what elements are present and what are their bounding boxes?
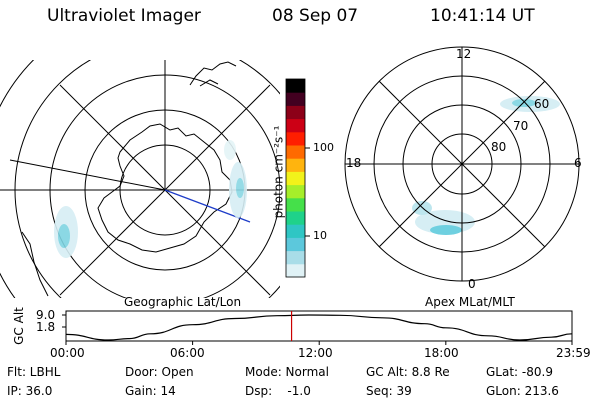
aurora-emission	[412, 96, 560, 235]
mlt-label-dusk: 18	[346, 156, 362, 170]
glat-readout: GLat: -80.9	[486, 365, 553, 379]
colorbar-tick-label: 100	[313, 141, 334, 154]
altitude-line	[65, 314, 573, 341]
instrument-title: Ultraviolet Imager	[47, 6, 201, 26]
colorbar-segment	[286, 79, 305, 93]
colorbar-segment	[286, 105, 305, 120]
x-tick-label: 23:59	[556, 346, 591, 360]
coastline	[21, 231, 49, 297]
gc-alt-readout: GC Alt: 8.8 Re	[366, 365, 450, 379]
meridian-line	[9, 159, 166, 191]
seq-readout: Seq: 39	[366, 384, 412, 398]
meridian-line	[59, 84, 166, 191]
door-readout: Door: Open	[125, 365, 194, 379]
colorbar-segment	[286, 211, 305, 225]
altitude-plot	[62, 310, 573, 345]
colorbar-segment	[286, 131, 305, 146]
right-panel-caption: Apex MLat/MLT	[425, 295, 515, 309]
glon-readout: GLon: 213.6	[486, 384, 559, 398]
colorbar-segment	[286, 224, 305, 238]
aurora-emission	[54, 140, 247, 258]
colorbar	[285, 78, 310, 278]
colorbar-unit-label: photon cm⁻²s⁻¹	[271, 125, 286, 219]
mlat-mlt-dial	[344, 46, 580, 282]
colorbar-segment	[286, 118, 305, 133]
filter-readout: Flt: LBHL	[7, 365, 61, 379]
x-tick-label: 06:00	[170, 346, 205, 360]
gain-readout: Gain: 14	[125, 384, 176, 398]
mlat-label: 60	[534, 97, 550, 111]
meridian-line	[59, 189, 166, 296]
date-label: 08 Sep 07	[272, 6, 359, 26]
colorbar-segment	[286, 263, 305, 278]
x-tick-label: 00:00	[50, 346, 85, 360]
y-axis-label: GC Alt	[11, 307, 26, 345]
mlt-label-noon: 12	[456, 47, 472, 61]
meridian-line	[164, 84, 271, 191]
colorbar-segment	[286, 250, 305, 265]
coastline	[189, 61, 237, 87]
y-tick-label: 9.0	[36, 308, 56, 322]
geographic-map	[0, 60, 280, 298]
left-panel-caption: Geographic Lat/Lon	[124, 295, 242, 309]
colorbar-segment	[286, 158, 305, 172]
dsp-readout: Dsp: -1.0	[245, 384, 311, 398]
y-tick-label: 1.8	[36, 320, 56, 334]
colorbar-segment	[286, 237, 305, 252]
mlt-line	[378, 80, 546, 248]
antarctica-coastline	[97, 123, 233, 253]
colorbar-segment	[286, 145, 305, 159]
meridian-line	[164, 189, 271, 296]
mlat-label: 80	[491, 140, 507, 154]
ip-readout: IP: 36.0	[7, 384, 53, 398]
colorbar-segment	[286, 171, 305, 186]
colorbar-segment	[286, 197, 305, 212]
mlt-label-dawn: 6	[574, 156, 582, 170]
colorbar-tick-label: 10	[313, 229, 327, 242]
colorbar-segment	[286, 92, 305, 106]
x-tick-label: 12:00	[298, 346, 333, 360]
colorbar-segment	[286, 184, 305, 199]
x-tick-label: 18:00	[424, 346, 459, 360]
time-label: 10:41:14 UT	[430, 6, 535, 26]
mlat-label: 70	[513, 119, 529, 133]
mlt-label-midnight: 0	[468, 277, 476, 291]
mode-readout: Mode: Normal	[245, 365, 329, 379]
